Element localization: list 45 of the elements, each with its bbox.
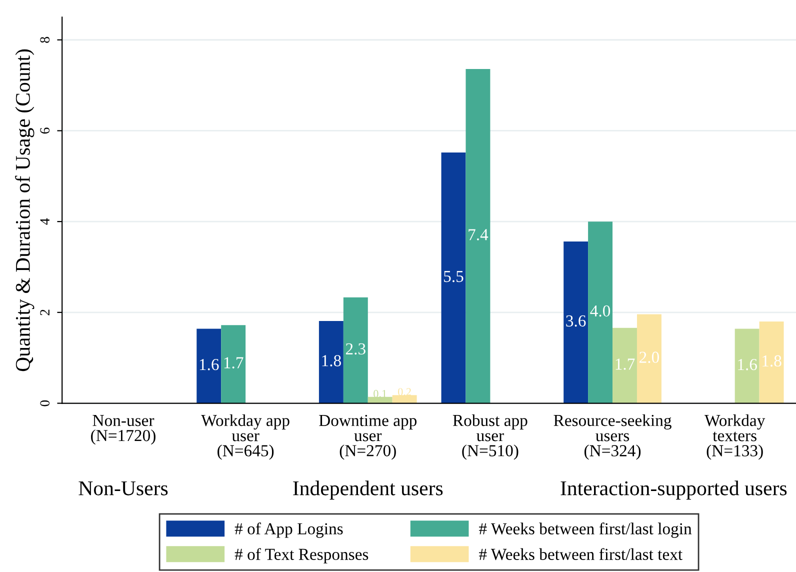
y-tick-label: 4	[40, 218, 50, 225]
x-tick-label: Workday app user (N=645)	[201, 414, 290, 460]
bar	[196, 328, 222, 404]
bar	[636, 314, 662, 404]
bar	[564, 242, 588, 404]
bar	[343, 297, 368, 404]
bar	[466, 68, 490, 404]
y-tick-label: 2	[40, 310, 50, 316]
text: Interaction-supported users	[560, 480, 787, 500]
text: Non-Users	[78, 482, 168, 496]
data-label: 1.7	[616, 358, 635, 370]
bar	[318, 321, 344, 404]
bar	[759, 322, 784, 404]
x-tick-label: Downtime app user (N=270)	[319, 414, 417, 460]
data-label: 1.8	[322, 355, 341, 366]
x-tick-label: Resource-seeking users (N=324)	[554, 414, 672, 460]
data-label: 7.4	[468, 229, 488, 240]
x-tick-label: Workday texters (N=133)	[704, 414, 766, 460]
data-label: 5.5	[444, 270, 464, 282]
legend-label: # Weeks between first/last login	[479, 522, 692, 538]
bar	[734, 328, 760, 404]
x-tick-label: Non-user (N=1720)	[91, 415, 156, 445]
data-label: 2.3	[346, 343, 366, 355]
y-tick-label: 6	[40, 128, 50, 134]
text: Independent users	[293, 480, 443, 500]
data-label: 0.2	[398, 388, 411, 396]
bar	[612, 328, 637, 404]
bar	[588, 222, 613, 404]
x-tick-label: Robust app user (N=510)	[452, 414, 528, 460]
bar	[392, 395, 417, 404]
data-label: 2.0	[640, 352, 659, 363]
y-axis-title: Quantity & Duration of Usage (Count)	[15, 49, 34, 372]
data-label: 1.6	[200, 358, 219, 370]
bar	[441, 152, 466, 404]
legend-label: # of App Logins	[234, 522, 343, 538]
data-label: 1.7	[224, 357, 244, 368]
legend-label: # Weeks between first/last text	[479, 548, 682, 560]
data-label: 3.6	[566, 315, 586, 327]
legend-label: # of Text Responses	[234, 548, 368, 564]
y-tick-label: 8	[40, 36, 50, 43]
data-label: 4.0	[590, 305, 610, 317]
data-label: 1.6	[738, 358, 757, 370]
bar	[221, 325, 246, 404]
data-label: 1.8	[762, 355, 782, 367]
y-tick-label: 0	[40, 400, 50, 406]
